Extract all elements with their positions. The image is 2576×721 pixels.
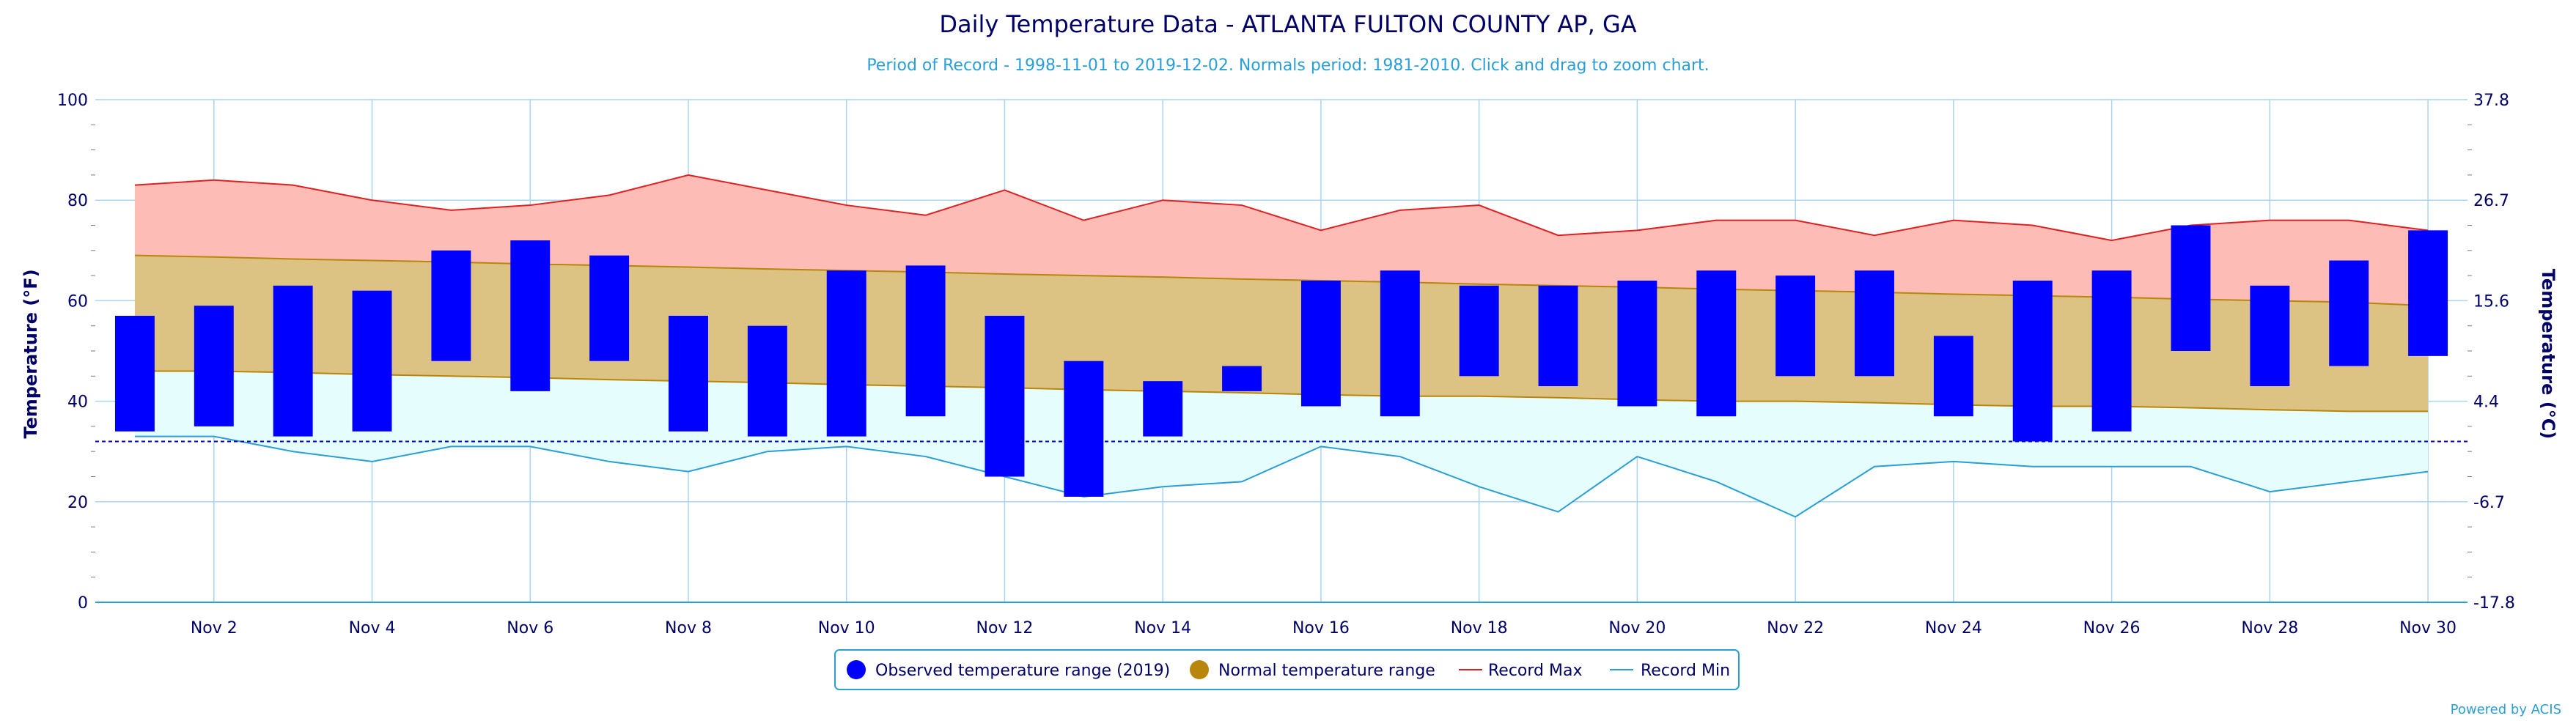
legend-label-observed: Observed temperature range (2019) <box>875 662 1170 680</box>
observed-bar[interactable] <box>1459 285 1499 377</box>
x-tick-label: Nov 28 <box>2241 619 2298 637</box>
observed-bar[interactable] <box>431 250 471 361</box>
observed-bar[interactable] <box>2250 285 2290 387</box>
y-tick-label-right: -17.8 <box>2473 594 2515 613</box>
legend-label-normal: Normal temperature range <box>1218 662 1435 680</box>
normal-swatch-icon <box>1190 660 1209 679</box>
y-axis-title-right: Temperature (°C) <box>2538 269 2558 440</box>
observed-bar[interactable] <box>273 285 313 437</box>
y-axis-title-left: Temperature (°F) <box>21 269 41 438</box>
observed-bar[interactable] <box>2329 260 2369 366</box>
observed-bar[interactable] <box>1064 360 1104 497</box>
legend-label-record-max: Record Max <box>1488 662 1583 680</box>
record-max-line[interactable] <box>134 174 2429 242</box>
y-tick-label-right: 26.7 <box>2473 192 2509 210</box>
legend-box <box>834 649 1740 690</box>
observed-bar[interactable] <box>826 270 866 437</box>
x-tick-label: Nov 24 <box>1925 619 1982 637</box>
y-tick-label-left: 0 <box>78 594 88 613</box>
plot-area[interactable]: 0 -17.8 20 -6.7 40 4.4 60 15.6 80 26.7 100 37.8 Nov … <box>57 92 2515 637</box>
observed-bar[interactable] <box>1538 285 1578 387</box>
legend-item-normal[interactable]: Normal temperature range <box>1190 660 1435 680</box>
record-min-line[interactable] <box>134 435 2429 518</box>
y-tick-label-right: 15.6 <box>2473 292 2509 311</box>
y-tick-label-right: -6.7 <box>2473 494 2505 512</box>
observed-bar[interactable] <box>985 315 1025 477</box>
x-tick-label: Nov 16 <box>1292 619 1350 637</box>
observed-bar[interactable] <box>747 325 787 437</box>
x-tick-label: Nov 20 <box>1608 619 1666 637</box>
observed-swatch-icon <box>847 660 866 679</box>
chart-title: Daily Temperature Data - ATLANTA FULTON … <box>939 10 1636 38</box>
observed-bar[interactable] <box>905 265 946 417</box>
observed-bar[interactable] <box>2012 280 2053 442</box>
observed-bar[interactable] <box>194 306 234 426</box>
legend-item-record-min[interactable]: Record Min <box>1610 662 1730 680</box>
legend-label-record-min: Record Min <box>1641 662 1730 680</box>
x-tick-label: Nov 12 <box>976 619 1033 637</box>
x-tick-label: Nov 6 <box>507 619 553 637</box>
y-tick-label-left: 60 <box>67 292 88 311</box>
observed-bar[interactable] <box>1933 336 1973 417</box>
chart-subtitle: Period of Record - 1998-11-01 to 2019-12… <box>866 56 1709 75</box>
x-tick-label: Nov 8 <box>665 619 712 637</box>
observed-bar[interactable] <box>1855 270 1894 377</box>
y-tick-label-left: 100 <box>57 92 88 110</box>
observed-bar[interactable] <box>1617 280 1657 407</box>
x-tick-label: Nov 14 <box>1134 619 1191 637</box>
y-tick-label-left: 40 <box>67 393 88 412</box>
x-tick-label: Nov 18 <box>1451 619 1508 637</box>
observed-bar[interactable] <box>1143 381 1183 437</box>
observed-bar[interactable] <box>352 290 392 432</box>
x-tick-label: Nov 4 <box>349 619 396 637</box>
credit-link[interactable]: Powered by ACIS <box>2451 702 2561 717</box>
observed-bar[interactable] <box>1775 276 1816 377</box>
x-tick-label: Nov 26 <box>2083 619 2141 637</box>
observed-bar[interactable] <box>1300 280 1341 407</box>
observed-bar[interactable] <box>1696 270 1737 417</box>
observed-bar[interactable] <box>1380 270 1420 417</box>
legend-item-record-max[interactable]: Record Max <box>1459 662 1583 680</box>
observed-bar[interactable] <box>1222 366 1262 391</box>
y-tick-label-left: 80 <box>67 192 88 210</box>
observed-bar[interactable] <box>2408 230 2448 356</box>
observed-bar[interactable] <box>114 315 155 432</box>
x-tick-label: Nov 30 <box>2399 619 2457 637</box>
y-tick-label-right: 37.8 <box>2473 92 2509 110</box>
legend: Observed temperature range (2019) Normal… <box>834 649 1740 690</box>
observed-bar[interactable] <box>2091 270 2132 432</box>
y-tick-label-right: 4.4 <box>2473 393 2499 412</box>
x-tick-label: Nov 2 <box>191 619 238 637</box>
record-max-area <box>134 174 2429 306</box>
observed-bar[interactable] <box>510 240 551 391</box>
observed-bar[interactable] <box>669 315 708 432</box>
x-tick-label: Nov 22 <box>1767 619 1824 637</box>
observed-bar[interactable] <box>589 255 630 361</box>
legend-item-observed[interactable]: Observed temperature range (2019) <box>847 660 1170 680</box>
x-tick-label: Nov 10 <box>818 619 875 637</box>
y-tick-label-left: 20 <box>67 494 88 512</box>
observed-bar[interactable] <box>2171 225 2211 352</box>
